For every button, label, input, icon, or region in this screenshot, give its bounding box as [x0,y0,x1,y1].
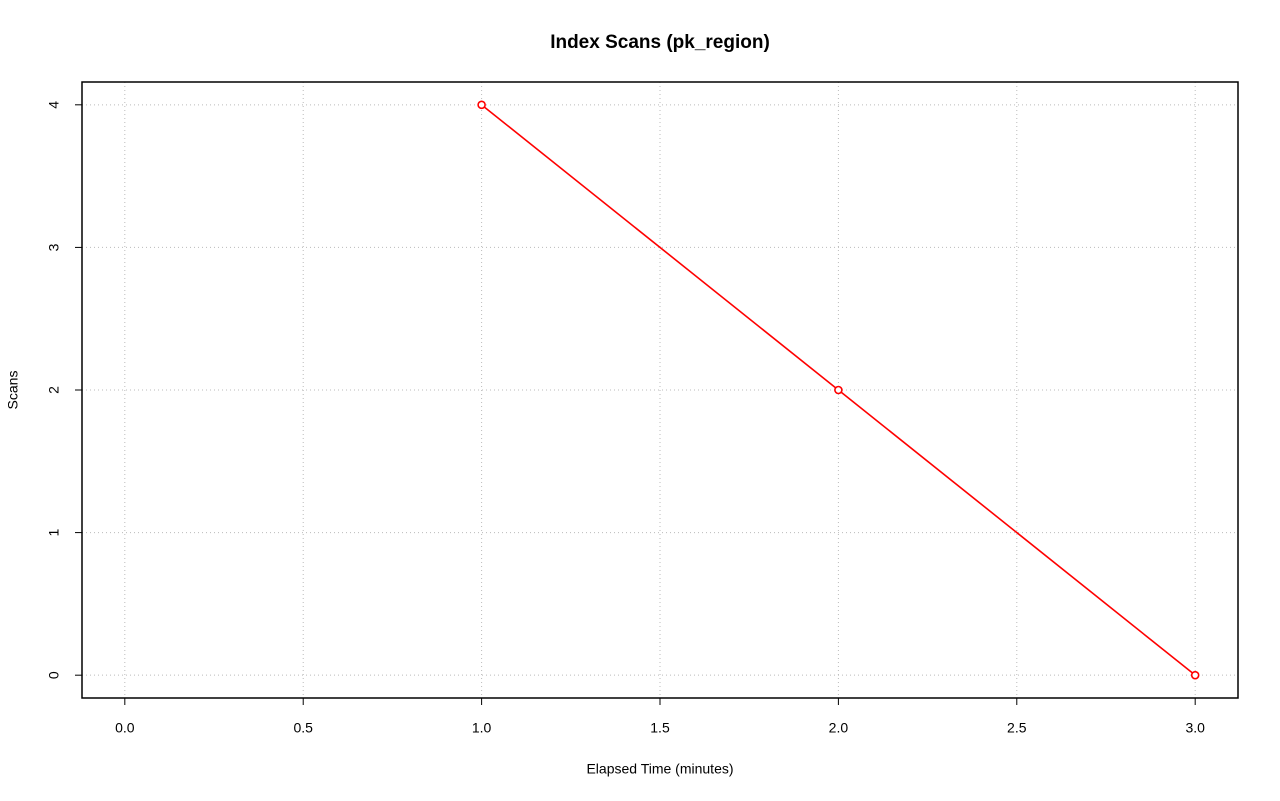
x-tick-label: 1.0 [472,720,492,736]
y-tick-label: 0 [46,671,62,679]
chart-title: Index Scans (pk_region) [550,32,770,53]
x-axis-title: Elapsed Time (minutes) [586,761,733,777]
data-point [1190,670,1200,680]
x-tick-label: 0.0 [115,720,135,736]
data-point [477,100,486,110]
y-tick-label: 3 [46,243,62,251]
x-tick-label: 2.0 [829,720,849,736]
x-tick-label: 2.5 [1007,720,1027,736]
x-tick-label: 1.5 [650,720,670,736]
x-tick-label: 0.5 [293,720,313,736]
plot-frame [81,81,1239,699]
y-tick-label: 2 [46,386,62,394]
x-tick-label: 3.0 [1185,720,1205,736]
y-tick-label: 4 [46,101,62,109]
y-tick-label: 1 [46,528,62,536]
y-axis-title: Scans [5,371,21,410]
data-point [834,385,843,395]
